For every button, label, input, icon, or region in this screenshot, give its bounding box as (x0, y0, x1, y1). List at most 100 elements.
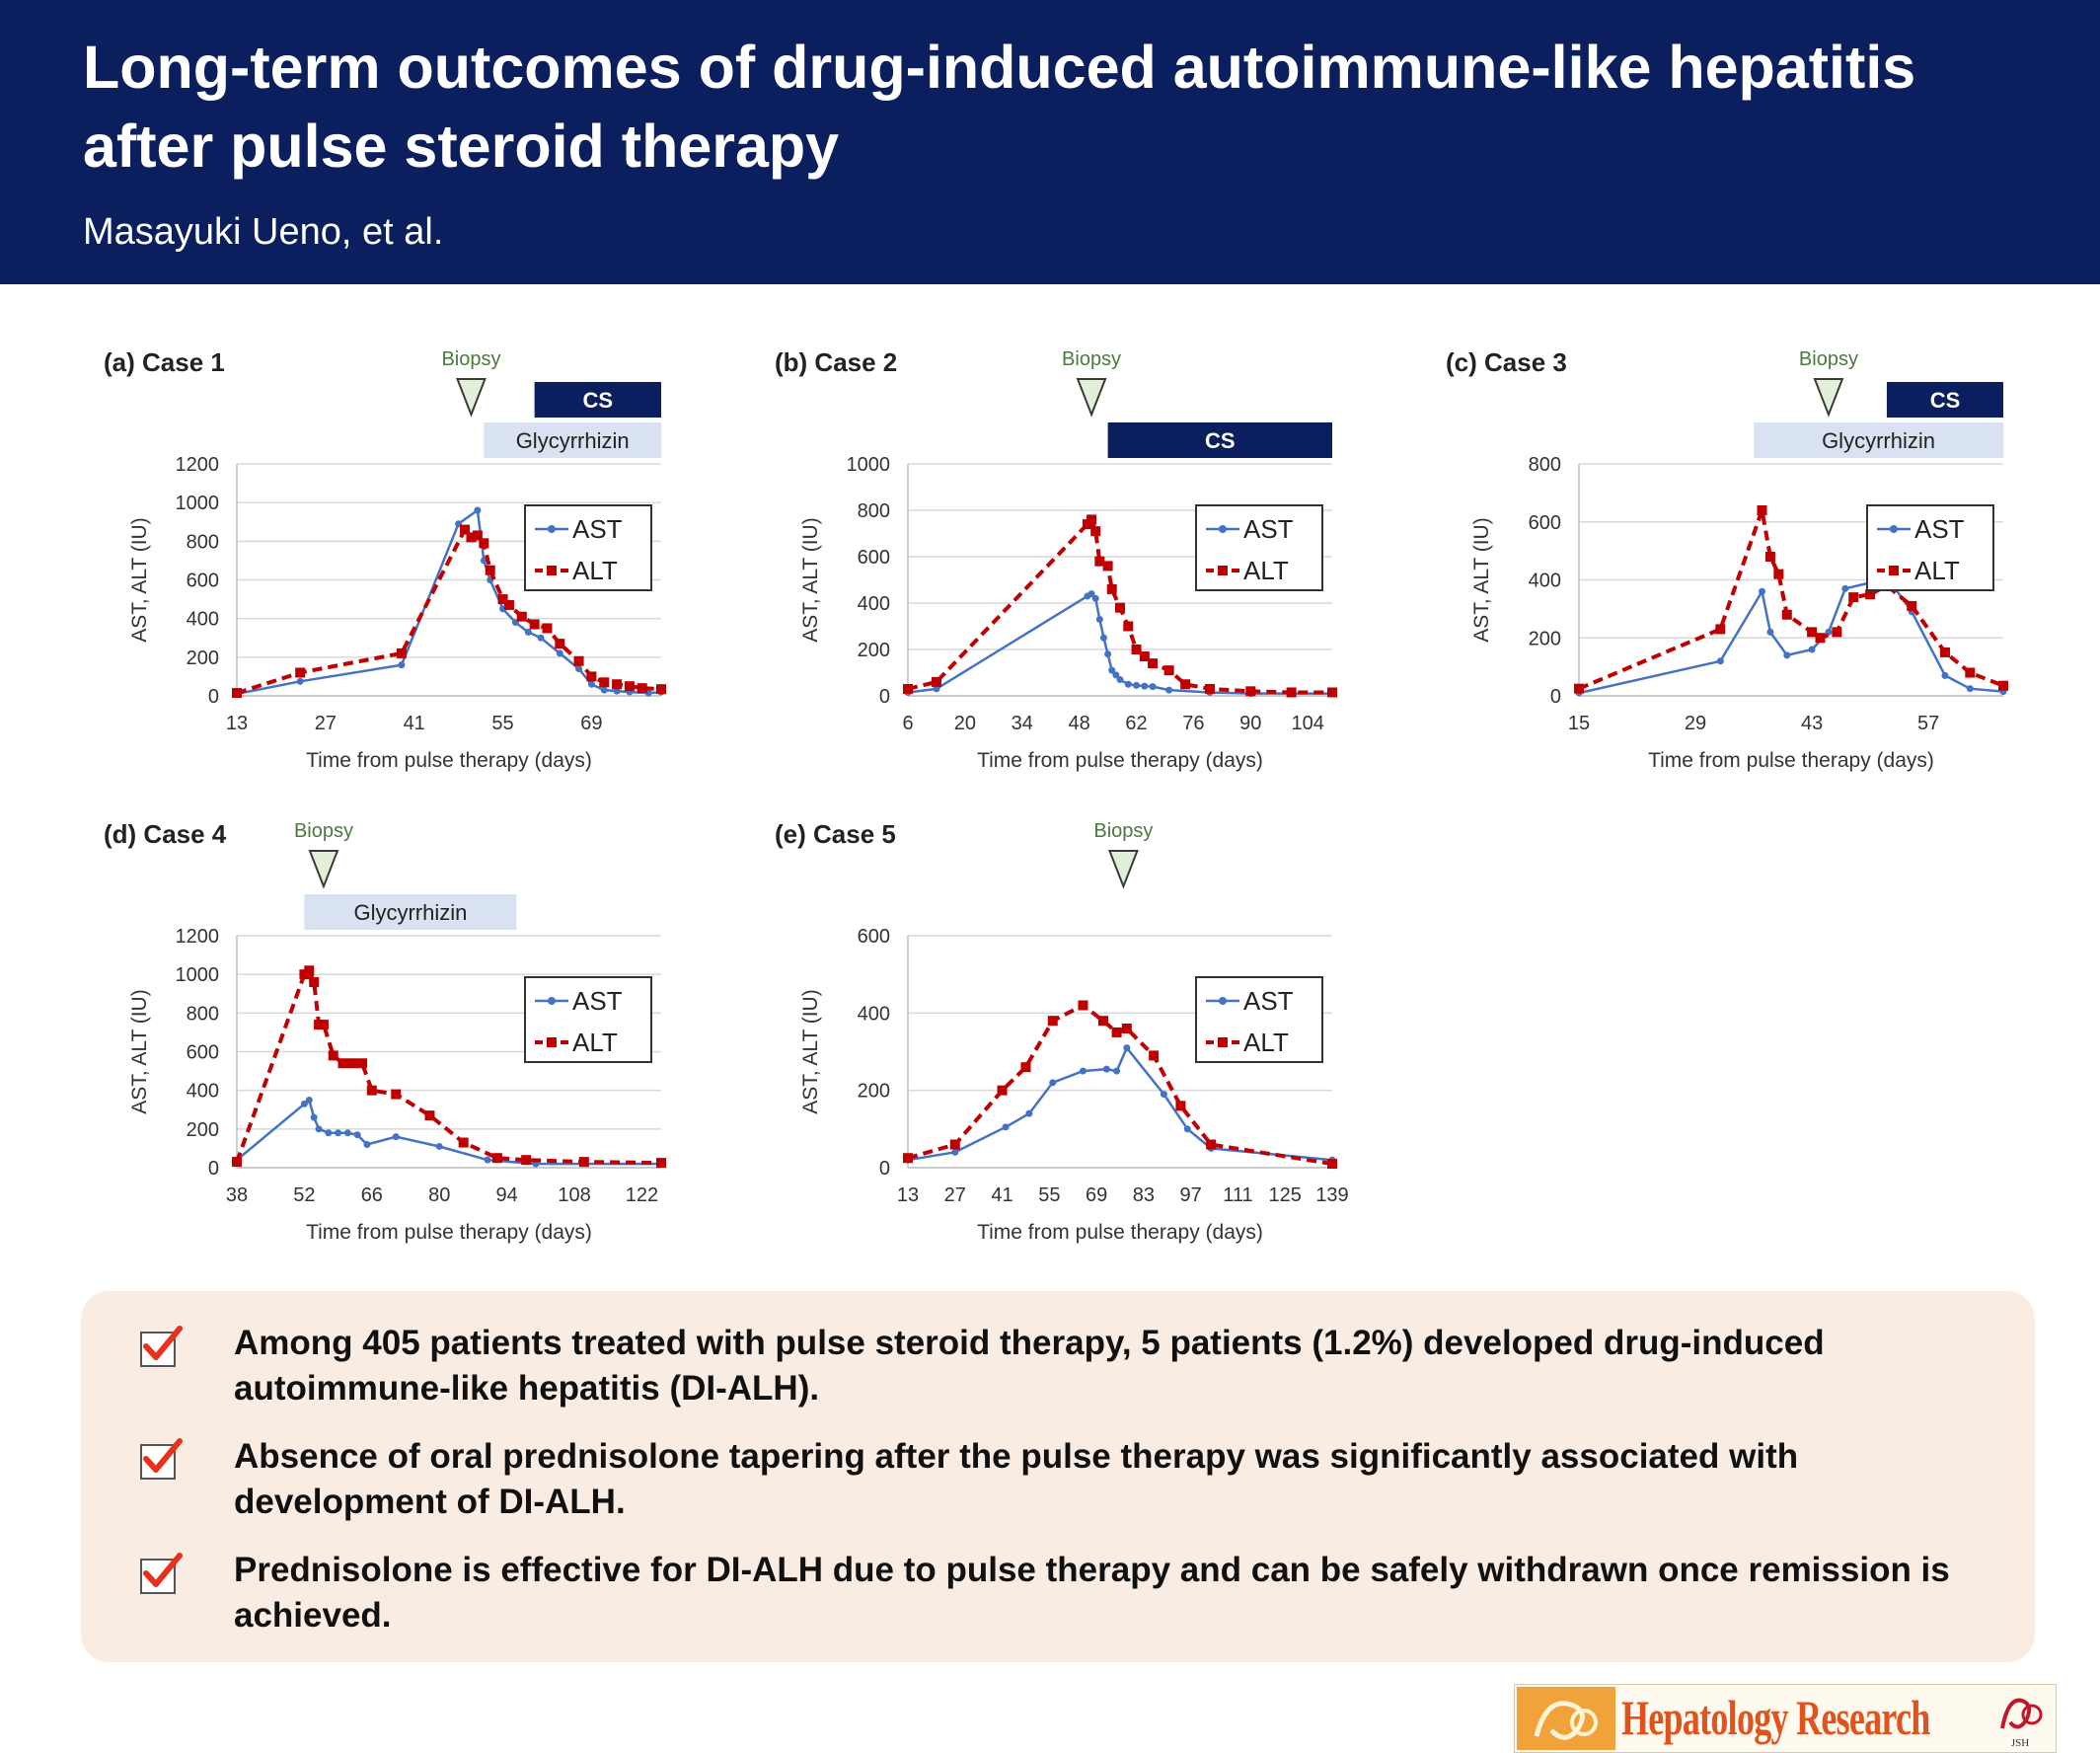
data-point-alt (1020, 1062, 1031, 1073)
series-line-ast (1578, 575, 2004, 695)
journal-logo: Hepatology Research JSH (1514, 1684, 2057, 1753)
data-point-ast (1104, 650, 1112, 658)
legend-marker (1219, 997, 1227, 1005)
data-point-ast (1841, 584, 1849, 592)
data-point-ast (398, 661, 406, 669)
data-point-ast (1095, 615, 1103, 623)
data-point-ast (1941, 671, 1949, 679)
data-point-ast (1149, 683, 1157, 691)
treatment-bar (1107, 422, 1332, 458)
data-point-alt (949, 1139, 960, 1150)
data-point-alt (485, 565, 495, 575)
chart-case-4: (d) Case 4 Biopsy Glycyrrhizin 0 200 400 600 80… (0, 807, 691, 1271)
data-point-alt (328, 1050, 338, 1061)
hepatology-research-logo-icon (1517, 1687, 1615, 1750)
data-point-alt (997, 1085, 1008, 1096)
data-point-alt (1131, 645, 1142, 654)
biopsy-triangle-icon (1813, 378, 1844, 418)
data-point-ast (325, 1129, 333, 1137)
legend-marker (1218, 566, 1228, 575)
treatment-bar-label: CS (1205, 428, 1236, 453)
x-tick-label: 15 (1568, 713, 1590, 734)
data-point-alt (366, 1085, 377, 1096)
data-point-alt (931, 676, 941, 687)
data-point-alt (347, 1058, 358, 1069)
jsh-emblem-icon: JSH (2000, 1698, 2043, 1749)
page-title: Long-term outcomes of drug-induced autoi… (83, 34, 1916, 180)
data-point-alt (304, 965, 315, 976)
data-point-alt (479, 538, 489, 549)
legend-label: AST (572, 514, 623, 544)
x-tick-label: 41 (404, 713, 425, 734)
data-point-ast (613, 687, 621, 695)
chart-svg: (c) Case 3 Biopsy CS Glycyrrhizin 0 200 400 600… (1446, 347, 2008, 772)
data-point-alt (466, 532, 477, 543)
biopsy-label: Biopsy (1062, 348, 1121, 370)
data-point-alt (1773, 569, 1784, 579)
data-point-alt (555, 639, 565, 649)
data-point-ast (933, 685, 940, 693)
legend-marker (1218, 1037, 1228, 1047)
treatment-bar-label: Glycyrrhizin (353, 900, 467, 925)
data-point-ast (1160, 1091, 1167, 1099)
data-point-ast (1079, 1067, 1087, 1075)
data-point-ast (1091, 594, 1099, 602)
y-tick-label: 0 (879, 686, 890, 708)
x-tick-label: 34 (1012, 713, 1033, 734)
x-tick-label: 55 (1038, 1184, 1060, 1206)
x-tick-label: 20 (954, 713, 976, 734)
data-point-ast (484, 1156, 491, 1164)
y-tick-label: 800 (187, 531, 219, 553)
x-tick-label: 125 (1269, 1184, 1302, 1206)
y-tick-label: 800 (1529, 454, 1561, 476)
legend-label: ALT (572, 556, 618, 585)
treatment-bar (534, 382, 661, 418)
data-point-alt (1807, 627, 1818, 638)
data-point-ast (1116, 676, 1124, 684)
chart-title: (d) Case 4 (104, 819, 227, 849)
biopsy-triangle-icon (308, 850, 339, 889)
data-point-alt (1781, 609, 1792, 620)
data-point-ast (1165, 686, 1173, 694)
x-tick-label: 41 (991, 1184, 1012, 1206)
data-point-alt (903, 683, 913, 694)
y-tick-label: 200 (187, 648, 219, 669)
summary-item-2: Absence of oral prednisolone tapering af… (234, 1437, 1799, 1521)
x-tick-label: 80 (428, 1184, 450, 1206)
data-point-ast (300, 1100, 308, 1107)
treatment-bar-label: CS (583, 388, 614, 413)
data-point-alt (1865, 589, 1876, 600)
x-tick-label: 52 (293, 1184, 315, 1206)
y-tick-label: 800 (858, 500, 890, 522)
data-point-alt (338, 1058, 348, 1069)
legend-label: ALT (1914, 556, 1960, 585)
x-tick-label: 108 (558, 1184, 590, 1206)
data-point-alt (1286, 687, 1297, 698)
data-point-alt (1139, 651, 1150, 662)
data-point-alt (1123, 621, 1134, 632)
y-tick-label: 400 (858, 593, 890, 615)
legend-marker (1889, 566, 1899, 575)
data-point-ast (537, 634, 545, 642)
data-point-alt (1180, 679, 1191, 690)
legend-marker (1219, 525, 1227, 533)
data-point-ast (343, 1129, 351, 1137)
data-point-ast (1112, 671, 1120, 679)
data-point-alt (357, 1058, 368, 1069)
x-tick-label: 57 (1917, 713, 1939, 734)
data-point-ast (353, 1131, 361, 1139)
data-point-alt (1115, 602, 1125, 613)
data-point-alt (391, 1089, 402, 1100)
x-tick-label: 66 (361, 1184, 383, 1206)
data-point-ast (1002, 1123, 1010, 1131)
chart-svg: (b) Case 2 Biopsy CS 0 200 400 600 800 1000 6 20 34… (775, 347, 1337, 772)
data-point-alt (1163, 665, 1174, 676)
data-point-alt (503, 599, 514, 610)
x-axis-label: Time from pulse therapy (days) (1648, 749, 1934, 772)
data-point-ast (1183, 1125, 1191, 1133)
data-point-alt (1097, 1016, 1108, 1027)
x-tick-label: 69 (580, 713, 602, 734)
data-point-alt (1090, 526, 1101, 537)
data-point-ast (1099, 634, 1107, 642)
checkbox-icon (140, 1553, 183, 1594)
